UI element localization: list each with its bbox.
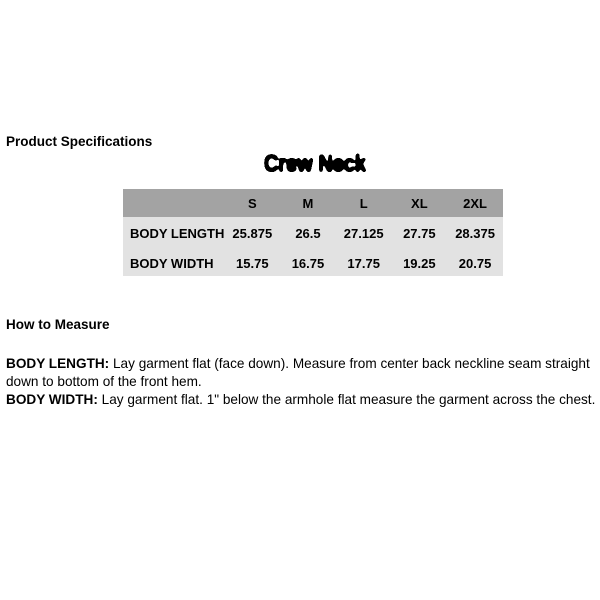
svg-text:Crew Neck: Crew Neck	[264, 151, 367, 178]
